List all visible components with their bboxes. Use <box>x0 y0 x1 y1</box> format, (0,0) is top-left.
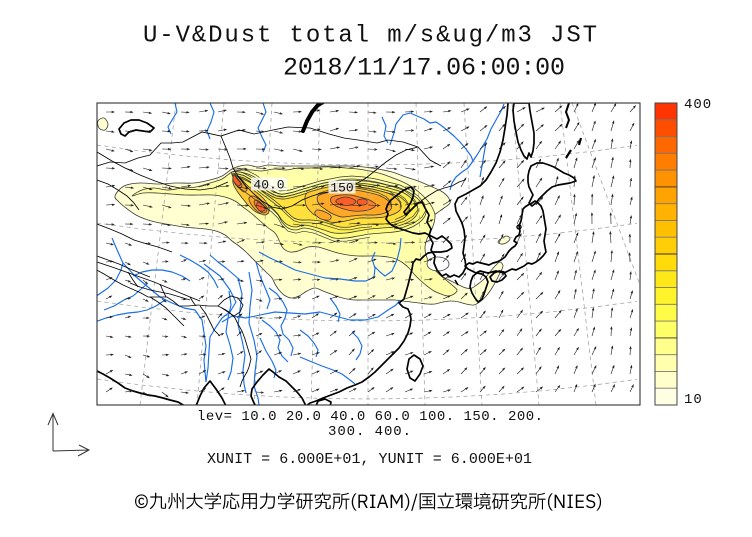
svg-text:lev= 10.0 20.0 40.0 60.0 100.: lev= 10.0 20.0 40.0 60.0 100. 150. 200. <box>197 409 543 425</box>
svg-text:2018/11/17.06:00:00: 2018/11/17.06:00:00 <box>283 54 565 83</box>
svg-text:400: 400 <box>684 97 712 113</box>
svg-text:300. 400.: 300. 400. <box>328 424 411 440</box>
svg-text:40.0: 40.0 <box>253 178 284 193</box>
svg-text:10: 10 <box>684 392 703 408</box>
svg-text:150: 150 <box>330 181 353 196</box>
svg-text:U-V&Dust total m/s&ug/m3 JST: U-V&Dust total m/s&ug/m3 JST <box>143 23 597 50</box>
svg-text:XUNIT = 6.000E+01, YUNIT = 6.0: XUNIT = 6.000E+01, YUNIT = 6.000E+01 <box>207 451 532 468</box>
